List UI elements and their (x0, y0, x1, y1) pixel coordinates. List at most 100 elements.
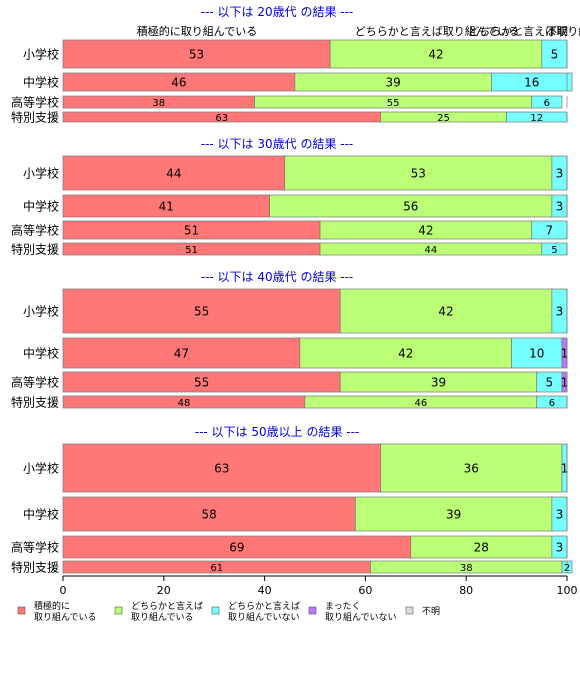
x-axis-tick-label: 40 (258, 584, 272, 597)
x-axis-tick-label: 100 (557, 584, 578, 597)
data-label: 55 (194, 305, 209, 319)
data-label: 10 (529, 347, 544, 361)
data-label: 25 (437, 113, 450, 124)
category-label: 中学校 (23, 507, 59, 522)
data-label: 1 (561, 347, 569, 361)
legend-label: 取り組んでいる (131, 611, 194, 623)
bar-segment (491, 72, 573, 92)
data-label: 38 (152, 98, 165, 109)
data-label: 7 (546, 224, 554, 238)
data-label: 53 (411, 167, 426, 181)
category-label: 特別支援 (11, 110, 59, 125)
legend-swatch (114, 606, 123, 615)
data-label: 48 (178, 398, 191, 409)
data-label: 63 (214, 462, 229, 476)
legend-swatch (211, 606, 220, 615)
data-label: 39 (446, 508, 461, 522)
data-label: 44 (166, 167, 181, 181)
data-label: 5 (551, 48, 559, 62)
data-label: 3 (556, 508, 564, 522)
category-label: 高等学校 (11, 540, 59, 555)
data-label: 12 (530, 113, 543, 124)
segment-top-label: 積極的に取り組んでいる (137, 24, 257, 38)
data-label: 6 (549, 398, 555, 409)
category-label: 高等学校 (11, 95, 59, 110)
data-label: 55 (194, 376, 209, 390)
data-label: 42 (438, 305, 453, 319)
category-label: 特別支援 (11, 395, 59, 410)
category-label: 特別支援 (11, 560, 59, 575)
legend-label: 取り組んでいない (325, 611, 397, 623)
data-label: 44 (425, 245, 438, 256)
category-label: 特別支援 (11, 242, 59, 257)
legend-label: まったく (325, 601, 361, 612)
data-label: 42 (398, 347, 413, 361)
data-label: 36 (464, 462, 479, 476)
data-label: 46 (414, 398, 427, 409)
bar-segment (339, 288, 553, 334)
bar-segment (541, 39, 568, 69)
bar-segment (299, 337, 512, 369)
bar-segment (62, 39, 331, 69)
data-label: 58 (202, 508, 217, 522)
legend-label: 積極的に (34, 600, 70, 612)
bar-segment (380, 443, 563, 493)
legend-label: 不明 (422, 606, 440, 617)
data-label: 55 (387, 98, 400, 109)
category-label: 中学校 (23, 199, 59, 214)
data-label: 61 (210, 563, 223, 574)
data-label: 5 (551, 245, 557, 256)
data-label: 46 (171, 76, 186, 90)
bar-segment (62, 288, 341, 334)
data-label: 42 (418, 224, 433, 238)
panel-title: --- 以下は 40歳代 の結果 --- (201, 270, 354, 284)
category-label: 高等学校 (11, 223, 59, 238)
legend-swatch (405, 606, 414, 615)
data-label: 41 (159, 200, 174, 214)
legend-swatch (17, 606, 26, 615)
category-label: 中学校 (23, 346, 59, 361)
legend-label: 取り組んでいる (34, 611, 97, 623)
bar-segment (62, 443, 381, 493)
data-label: 38 (460, 563, 473, 574)
x-axis-tick-label: 80 (459, 584, 473, 597)
data-label: 3 (556, 167, 564, 181)
bar-segment (284, 155, 553, 191)
data-label: 56 (403, 200, 418, 214)
data-label: 42 (428, 48, 443, 62)
panel-title: --- 以下は 30歳代 の結果 --- (201, 137, 354, 151)
data-label: 3 (556, 305, 564, 319)
category-label: 小学校 (23, 166, 59, 181)
legend-swatch (308, 606, 317, 615)
data-label: 1 (561, 462, 569, 476)
legend-label: 取り組んでいない (228, 611, 300, 623)
data-label: 39 (431, 376, 446, 390)
data-label: 3 (556, 200, 564, 214)
panel-title: --- 以下は 20歳代 の結果 --- (201, 5, 354, 19)
category-label: 高等学校 (11, 375, 59, 390)
segment-top-label: どちらかと言えば取り組んでいる (355, 25, 519, 38)
data-label: 69 (229, 541, 244, 555)
data-label: 39 (385, 76, 400, 90)
x-axis-tick-label: 60 (358, 584, 372, 597)
bar-segment (62, 337, 301, 369)
bar-segment (62, 496, 356, 532)
data-label: 6 (544, 98, 550, 109)
legend-label: どちらかと言えば (228, 600, 300, 612)
data-label: 28 (474, 541, 489, 555)
bar-segment (531, 95, 563, 109)
legend-label: どちらかと言えば (131, 600, 203, 612)
data-label: 47 (174, 347, 189, 361)
panel-title: --- 以下は 50歳以上 の結果 --- (195, 425, 360, 439)
category-label: 小学校 (23, 461, 59, 476)
category-label: 小学校 (23, 47, 59, 62)
data-label: 63 (215, 113, 228, 124)
data-label: 3 (556, 541, 564, 555)
category-label: 小学校 (23, 304, 59, 319)
bar-segment (354, 496, 553, 532)
segment-top-label: 不明 (546, 25, 568, 38)
data-label: 51 (185, 245, 198, 256)
x-axis-tick-label: 0 (60, 584, 67, 597)
